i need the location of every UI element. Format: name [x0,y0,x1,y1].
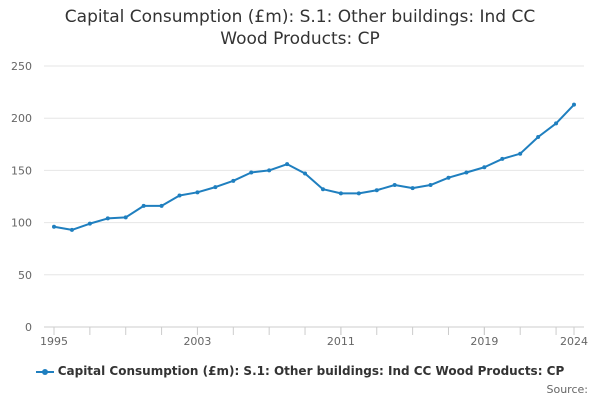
data-point [285,162,290,167]
data-point [374,188,379,193]
data-point [554,121,559,126]
data-point [482,165,487,170]
data-point [105,216,110,221]
legend-label: Capital Consumption (£m): S.1: Other bui… [57,364,565,378]
y-tick-label: 200 [11,112,32,125]
chart-title-line-2: Wood Products: CP [220,29,380,49]
data-point [356,191,361,196]
y-tick-label: 250 [11,60,32,73]
data-point [141,203,146,208]
data-point [446,175,451,180]
data-point [500,156,505,161]
data-point [518,151,523,156]
data-point [267,168,272,173]
data-point [536,134,541,139]
data-point [123,215,128,220]
x-tick-label: 2011 [327,335,355,348]
legend[interactable]: Capital Consumption (£m): S.1: Other bui… [0,364,600,378]
data-point [231,178,236,183]
data-point [392,183,397,188]
data-point [572,102,576,107]
data-point [52,224,56,229]
legend-swatch [35,367,54,377]
y-tick-label: 0 [25,321,32,334]
y-tick-label: 100 [11,217,32,230]
source-label: Source: [546,383,589,396]
data-point [428,183,433,188]
data-point [159,203,164,208]
data-point [87,221,92,226]
data-point [410,186,415,191]
data-point [195,190,200,195]
x-tick-label: 2003 [183,335,211,348]
series-line [53,103,575,231]
data-point [177,193,182,198]
data-point [303,171,308,176]
x-tick-label: 2024 [560,335,588,348]
y-tick-label: 150 [11,164,32,177]
chart-title-line-1: Capital Consumption (£m): S.1: Other bui… [64,7,536,27]
y-tick-label: 50 [18,269,32,282]
data-point [249,170,254,175]
data-point [320,187,325,192]
data-point [213,185,218,190]
data-point [464,170,469,175]
data-point [69,227,74,232]
chart-title: Capital Consumption (£m): S.1: Other bui… [0,6,600,50]
data-point [338,191,343,196]
x-tick-label: 2019 [470,335,498,348]
x-tick-label: 1995 [40,335,68,348]
